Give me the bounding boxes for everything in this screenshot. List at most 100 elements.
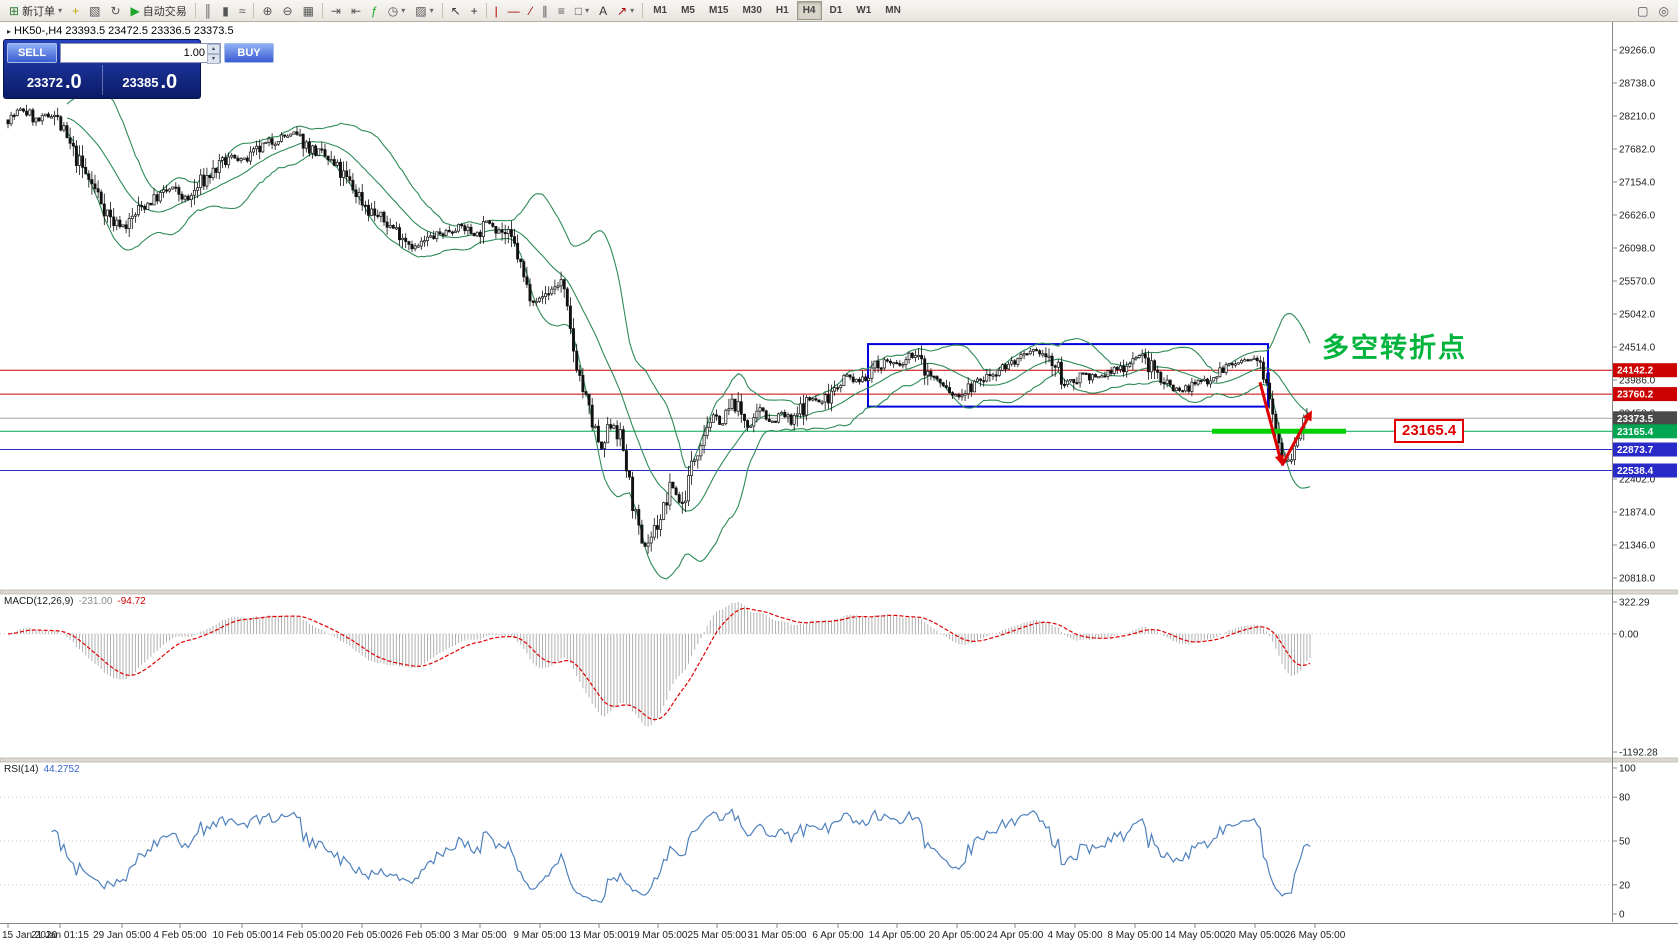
auto-scroll-icon: ⇥ [330,3,341,18]
buy-button[interactable]: BUY [224,43,274,63]
cursor-button[interactable]: ↖ [446,0,466,21]
sell-button[interactable]: SELL [7,43,57,63]
timeframe-h4[interactable]: H4 [796,1,822,20]
volume-down-icon[interactable]: ▾ [207,54,220,64]
channel-icon: ∥ [541,3,548,18]
svg-text:4 Feb 05:00: 4 Feb 05:00 [153,930,207,941]
annotation-text[interactable]: 多空转折点 [1322,333,1467,363]
text-button[interactable]: A [594,0,612,21]
pane-separator[interactable] [0,589,1678,595]
svg-text:50: 50 [1619,837,1631,848]
macd-pane[interactable] [0,602,1612,727]
timeframe-h1[interactable]: H1 [775,5,789,16]
svg-text:23986.0: 23986.0 [1619,376,1656,387]
price-axis[interactable]: 29266.0 28738.0 28210.0 27682.0 27154.0 26626… [1612,22,1677,922]
fibonacci-button[interactable]: ≡ [553,0,570,21]
arrows-button[interactable]: ↗ ▾ [612,0,639,21]
zoom-in-button[interactable]: ⊕ [257,0,277,21]
chart-title: ▸ HK50-,H4 23393.5 23472.5 23336.5 23373… [7,25,234,37]
profiles-icon: ▧ [89,3,101,18]
svg-text:25042.0: 25042.0 [1619,310,1656,321]
rsi-pane[interactable] [0,796,1612,903]
timeframe-m15[interactable]: M15 [709,5,729,16]
chart-shift-button[interactable]: ⇤ [346,0,366,21]
one-click-trading-panel: SELL ▴ ▾ BUY 23372 .0 23385 .0 [3,39,274,99]
indicators-button[interactable]: ƒ [366,0,383,21]
timeframe-m1[interactable]: M1 [653,5,668,16]
svg-text:21 Jan 01:15: 21 Jan 01:15 [31,930,89,941]
macd-signal-value: -94.72 [117,596,146,607]
shapes-button[interactable]: □ ▾ [570,0,594,21]
svg-text:19 Mar 05:00: 19 Mar 05:00 [629,930,688,941]
svg-text:20818.0: 20818.0 [1619,574,1656,585]
new-order-icon: ⊞ [9,3,20,18]
price-callout[interactable]: 23165.4 [1394,419,1465,443]
volume-input[interactable] [61,44,207,62]
periods-button[interactable]: ◷ ▾ [383,0,411,21]
tile-windows-button[interactable]: ▦ [298,0,319,21]
volume-up-icon[interactable]: ▴ [207,44,220,54]
svg-text:21874.0: 21874.0 [1619,508,1656,519]
horizontal-line-button[interactable]: — [503,0,525,21]
magnifier-button[interactable]: ◎ [1654,0,1674,21]
svg-text:26626.0: 26626.0 [1619,211,1656,222]
window-icon: ▢ [1637,3,1649,18]
svg-text:80: 80 [1619,793,1631,804]
periods-caret-icon: ▾ [401,6,406,15]
svg-text:23760.2: 23760.2 [1617,390,1654,401]
bars-button[interactable]: ║ [199,0,218,21]
trendline-icon: ∕ [529,3,532,18]
svg-text:3 Mar 05:00: 3 Mar 05:00 [453,930,507,941]
refresh-button[interactable]: ↻ [105,0,125,21]
autotrading-button[interactable]: ▶ 自动交易 [126,0,192,21]
text-icon: A [599,3,608,18]
timeframe-m5[interactable]: M5 [681,5,695,16]
autotrading-label: 自动交易 [142,5,187,18]
svg-text:28738.0: 28738.0 [1619,79,1656,90]
svg-text:10 Feb 05:00: 10 Feb 05:00 [213,930,272,941]
window-button[interactable]: ▢ [1632,0,1653,21]
channel-button[interactable]: ∥ [537,0,553,21]
annotations-layer[interactable] [1212,381,1346,467]
svg-text:6 Apr 05:00: 6 Apr 05:00 [812,930,864,941]
trendline-button[interactable]: ∕ [525,0,537,21]
sell-price-int: 23372 [26,75,63,90]
main-pane[interactable] [0,89,1612,580]
svg-text:28210.0: 28210.0 [1619,112,1656,123]
auto-scroll-button[interactable]: ⇥ [326,0,346,21]
shapes-caret-icon: ▾ [585,6,590,15]
timeframe-d1[interactable]: D1 [829,5,843,16]
crosshair-button[interactable]: + [466,0,483,21]
bars-icon: ║ [203,3,213,18]
timeframe-m30[interactable]: M30 [742,5,762,16]
svg-text:100: 100 [1619,764,1636,775]
new-order-button[interactable]: ⊞ 新订单 ▾ [4,0,67,21]
timeframe-mn[interactable]: MN [885,5,901,16]
candles-button[interactable]: ▮ [217,0,234,21]
vertical-line-icon: | [494,3,498,18]
svg-text:9 Mar 05:00: 9 Mar 05:00 [513,930,567,941]
magnifier-icon: ◎ [1658,3,1669,18]
zoom-out-button[interactable]: ⊖ [278,0,298,21]
svg-text:14 Feb 05:00: 14 Feb 05:00 [273,930,332,941]
svg-text:29266.0: 29266.0 [1619,46,1656,57]
svg-text:20 Feb 05:00: 20 Feb 05:00 [333,930,392,941]
new-chart-button[interactable]: + [67,0,84,21]
pane-separator[interactable] [0,757,1678,763]
chart-canvas[interactable]: 29266.0 28738.0 28210.0 27682.0 27154.0 26626… [0,22,1678,946]
zoom-in-icon: ⊕ [262,3,273,18]
timeframe-w1[interactable]: W1 [856,5,872,16]
sell-price-dec: .0 [64,71,82,93]
horizontal-line-icon: — [507,3,520,18]
svg-text:13 Mar 05:00: 13 Mar 05:00 [570,930,629,941]
svg-text:14 Apr 05:00: 14 Apr 05:00 [869,930,926,941]
profiles-button[interactable]: ▧ [84,0,105,21]
vertical-line-button[interactable]: | [490,0,503,21]
svg-text:8 May 05:00: 8 May 05:00 [1107,930,1162,941]
svg-text:23165.4: 23165.4 [1617,427,1654,438]
svg-text:22873.7: 22873.7 [1617,445,1654,456]
buy-price: 23385 .0 [101,65,198,95]
line-chart-button[interactable]: ≈ [234,0,251,21]
templates-button[interactable]: ▨ ▾ [410,0,438,21]
